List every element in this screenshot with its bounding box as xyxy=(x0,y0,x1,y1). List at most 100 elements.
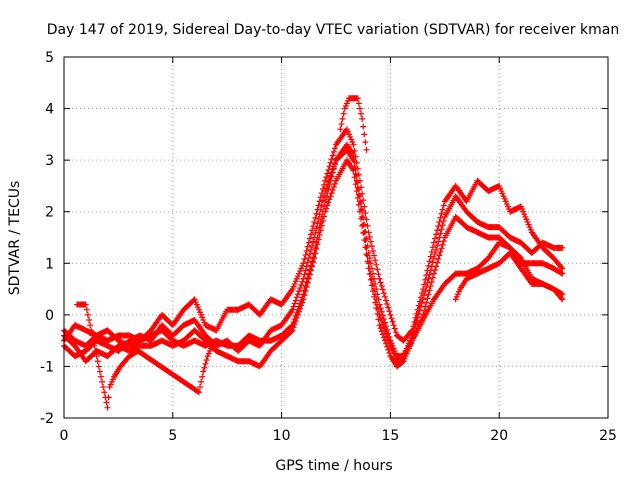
data-point xyxy=(203,356,210,363)
data-point xyxy=(325,186,332,193)
data-point xyxy=(422,303,429,310)
data-point xyxy=(423,299,430,306)
data-point xyxy=(381,337,388,344)
data-point xyxy=(369,280,376,287)
data-point xyxy=(426,271,433,278)
data-point xyxy=(294,306,301,313)
data-point xyxy=(423,284,430,291)
data-point xyxy=(289,322,296,329)
data-point xyxy=(399,359,406,366)
data-point xyxy=(321,203,328,210)
data-point xyxy=(421,307,428,314)
data-point xyxy=(312,214,319,221)
data-point xyxy=(360,229,367,236)
data-point xyxy=(425,291,432,298)
data-point xyxy=(371,286,378,293)
data-point xyxy=(375,306,382,313)
data-point xyxy=(303,263,310,270)
data-point xyxy=(360,123,367,130)
y-tick-label: 4 xyxy=(45,102,54,118)
data-point xyxy=(327,172,334,179)
data-point xyxy=(380,290,387,297)
data-point xyxy=(330,148,337,155)
data-point xyxy=(388,315,395,322)
data-point xyxy=(366,233,373,240)
data-point xyxy=(376,275,383,282)
data-point xyxy=(353,177,360,184)
data-point xyxy=(292,297,299,304)
data-point xyxy=(363,251,370,258)
data-point xyxy=(358,110,365,117)
data-point xyxy=(296,303,303,310)
data-point xyxy=(195,389,202,396)
data-point xyxy=(300,275,307,282)
data-point xyxy=(356,198,363,205)
data-point xyxy=(384,343,391,350)
data-point xyxy=(99,378,106,385)
data-point xyxy=(432,251,439,258)
data-point xyxy=(354,184,361,191)
data-point xyxy=(558,269,565,276)
data-point xyxy=(435,238,442,245)
data-point xyxy=(377,325,384,332)
y-tick-label: 0 xyxy=(45,308,54,324)
data-point xyxy=(315,215,322,222)
data-point xyxy=(362,237,369,244)
data-point xyxy=(435,256,442,263)
data-point xyxy=(317,194,324,201)
data-point xyxy=(434,227,441,234)
data-point xyxy=(425,275,432,282)
data-point xyxy=(376,311,383,318)
data-point xyxy=(329,169,336,176)
data-point xyxy=(288,328,295,335)
data-point xyxy=(435,223,442,230)
data-point xyxy=(354,95,361,102)
data-point xyxy=(356,105,363,112)
data-point xyxy=(302,267,309,274)
data-point xyxy=(309,263,316,270)
data-point xyxy=(365,260,372,267)
x-tick-label: 20 xyxy=(490,428,508,444)
data-point xyxy=(352,181,359,188)
data-point xyxy=(313,225,320,232)
data-point xyxy=(300,260,307,267)
data-point xyxy=(304,274,311,281)
data-point xyxy=(83,306,90,313)
data-point xyxy=(322,198,329,205)
data-point xyxy=(298,297,305,304)
data-point xyxy=(558,295,565,302)
data-point xyxy=(363,244,370,251)
data-point xyxy=(307,262,314,269)
x-tick-label: 10 xyxy=(273,428,291,444)
data-point xyxy=(385,346,392,353)
data-point xyxy=(92,347,99,354)
data-point xyxy=(383,297,390,304)
data-point xyxy=(88,327,95,334)
data-point xyxy=(208,342,215,349)
data-point xyxy=(307,246,314,253)
data-point xyxy=(440,202,447,209)
data-point xyxy=(367,276,374,283)
data-point xyxy=(315,229,322,236)
data-point xyxy=(314,234,321,241)
data-point xyxy=(428,278,435,285)
data-point xyxy=(355,100,362,107)
series-late-branch xyxy=(452,249,566,303)
data-point xyxy=(90,337,97,344)
data-point xyxy=(96,368,103,375)
data-point xyxy=(288,323,295,330)
data-point xyxy=(374,266,381,273)
data-point xyxy=(559,270,566,277)
data-point xyxy=(306,271,313,278)
data-point xyxy=(84,311,91,318)
data-point xyxy=(351,164,358,171)
data-point xyxy=(377,279,384,286)
data-point xyxy=(313,239,320,246)
data-point xyxy=(300,291,307,298)
data-point xyxy=(82,301,89,308)
data-point xyxy=(302,252,309,259)
data-point xyxy=(304,243,311,250)
data-point xyxy=(358,206,365,213)
data-point xyxy=(353,188,360,195)
